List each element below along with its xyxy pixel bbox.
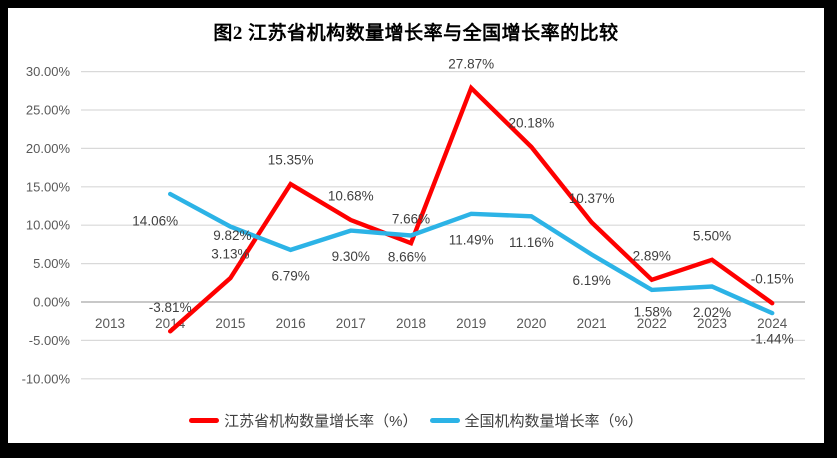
data-label: 2.02% [693, 305, 731, 320]
x-axis-year-label: 2021 [577, 316, 607, 331]
data-label: 5.50% [693, 228, 731, 243]
chart-area: 图2 江苏省机构数量增长率与全国增长率的比较 30.00% 25.00% 20.00… [8, 8, 824, 443]
x-axis-year-label: 2023 [697, 316, 727, 331]
x-axis-year-label: 2020 [516, 316, 546, 331]
line-chart: 30.00% 25.00% 20.00% 15.00% 10.00% 5.00% 0.00%… [22, 56, 805, 386]
data-label: 7.66% [392, 212, 430, 227]
data-label: -1.44% [751, 332, 794, 347]
data-label: 6.19% [572, 273, 610, 288]
data-label: 15.35% [268, 153, 314, 168]
data-label: 10.68% [328, 188, 374, 203]
legend-item-national: 全国机构数量增长率（%） [429, 410, 643, 431]
legend-label-national: 全国机构数量增长率（%） [464, 412, 643, 430]
y-axis-tick-label: 15.00% [26, 179, 71, 194]
x-axis-year-label: 2013 [95, 316, 125, 331]
data-label: 27.87% [448, 56, 494, 71]
data-label: 20.18% [509, 116, 555, 131]
chart-legend: 江苏省机构数量增长率（%） 全国机构数量增长率（%） [8, 408, 824, 432]
chart-title: 图2 江苏省机构数量增长率与全国增长率的比较 [213, 23, 619, 44]
y-axis-tick-label: 20.00% [26, 141, 71, 156]
x-axis-year-label: 2015 [215, 316, 245, 331]
data-label: 6.79% [271, 268, 309, 283]
data-label: 14.06% [132, 214, 178, 229]
data-label: 1.58% [634, 304, 672, 319]
y-axis-tick-label: 30.00% [26, 64, 71, 79]
data-label: 2.89% [633, 248, 671, 263]
x-axis-year-label: 2024 [757, 316, 788, 331]
x-axis-year-label: 2017 [336, 316, 366, 331]
x-axis-year-label: 2016 [276, 316, 306, 331]
y-axis-tick-label: 10.00% [26, 218, 71, 233]
data-label: 11.49% [449, 232, 494, 247]
x-axis-year-label: 2019 [456, 316, 486, 331]
legend-swatch-red-line [189, 417, 220, 423]
legend-label-jiangsu: 江苏省机构数量增长率（%） [224, 412, 418, 430]
y-axis-tick-label: 5.00% [33, 256, 70, 271]
data-label: 9.82% [213, 228, 251, 243]
data-label: 3.13% [211, 246, 249, 261]
jiangsu-series-line [167, 84, 775, 334]
data-label: 11.16% [509, 235, 554, 250]
x-axis-year-label: 2022 [637, 316, 667, 331]
y-axis-tick-label: 25.00% [26, 103, 71, 118]
data-label: 10.37% [569, 191, 615, 206]
legend-swatch-blue-line [429, 417, 460, 423]
data-label: -0.15% [751, 272, 794, 287]
data-label: 8.66% [388, 249, 426, 264]
y-axis-tick-label: -10.00% [22, 371, 71, 386]
y-axis-tick-label: -5.00% [29, 333, 71, 348]
x-axis-year-label: 2018 [396, 316, 426, 331]
national-series-line [167, 191, 775, 316]
legend-item-jiangsu: 江苏省机构数量增长率（%） [189, 410, 418, 431]
data-label: 9.30% [332, 249, 370, 264]
data-label: -3.81% [149, 300, 192, 315]
y-axis-tick-label: 0.00% [33, 295, 70, 310]
